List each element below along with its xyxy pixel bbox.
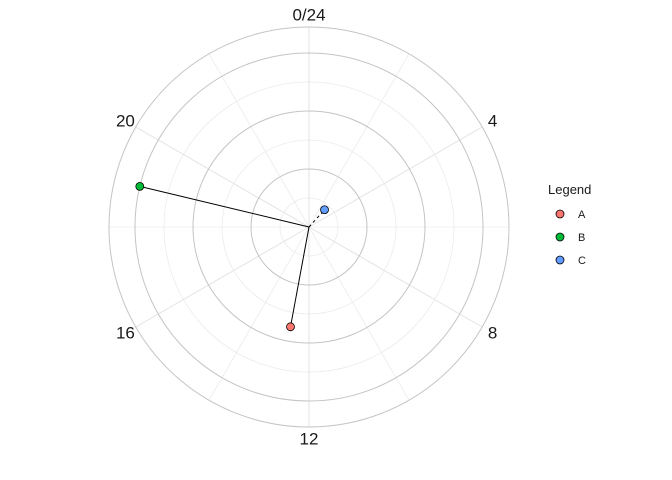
legend-title: Legend [548,182,591,197]
major-spoke [135,126,310,228]
point-b [135,181,145,191]
outer-radial-gridline [108,26,510,428]
major-spoke [308,126,483,228]
tick-label: 0/24 [292,6,325,25]
minor-spoke [208,226,310,401]
minor-spoke [208,53,310,228]
grid-layer [108,26,510,428]
legend: Legend ABC [548,182,591,267]
tick-label: 20 [116,112,135,131]
point-c [320,205,329,215]
legend-key-c [555,255,565,265]
tick-label: 16 [116,324,135,343]
tick-label: 12 [300,430,319,449]
legend-key-b [555,232,565,242]
tick-labels: 0/24 4 8 12 16 20 [116,6,497,449]
point-a [286,322,295,332]
legend-label-c: C [578,255,586,267]
major-radial-gridline [192,110,426,344]
major-radial-gridline [134,52,484,402]
legend-key-a [555,209,565,219]
segment-a [290,226,310,327]
minor-spoke [308,226,410,401]
legend-label-a: A [578,209,586,221]
tick-label: 4 [488,112,497,131]
major-spoke [135,226,310,328]
major-spoke [308,226,483,328]
segment-b [139,185,310,228]
major-radial-gridline [250,168,368,286]
tick-label: 8 [488,324,497,343]
minor-spoke [308,53,410,228]
legend-label-b: B [578,232,585,244]
segment-layer [139,185,325,327]
point-layer [135,181,329,332]
